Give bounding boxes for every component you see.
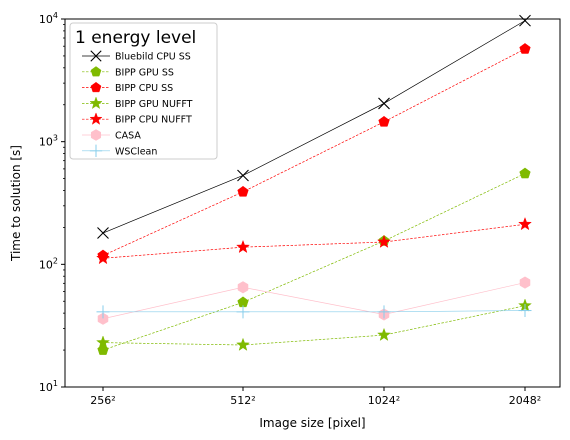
legend-entry: BIPP GPU NUFFT — [82, 96, 193, 110]
data-point — [236, 239, 250, 254]
legend-marker — [89, 96, 103, 110]
data-point — [377, 234, 391, 248]
y-tick-label: 103 — [39, 134, 58, 149]
legend-entry: Bluebild CPU SS — [82, 50, 191, 63]
legend-marker — [89, 144, 103, 157]
data-point — [236, 305, 250, 319]
x-tick-label: 512² — [230, 394, 255, 407]
plot-frame — [64, 18, 561, 388]
data-point — [519, 276, 531, 289]
series-line — [102, 282, 526, 320]
legend-marker — [90, 81, 102, 93]
series-bipp-cpu-nufft — [96, 216, 532, 265]
series-bipp-cpu-ss — [97, 43, 531, 261]
axes: 256² 512² 1024² 2048² 101 102 103 104 Image size… — [9, 11, 561, 430]
legend-entry: BIPP GPU SS — [82, 66, 174, 78]
data-point — [237, 281, 249, 294]
legend-label: BIPP CPU NUFFT — [115, 115, 192, 126]
series-bipp-gpu-ss — [97, 167, 531, 355]
x-tick-label: 1024² — [368, 394, 400, 407]
y-tick-label: 104 — [39, 11, 58, 26]
legend-entry: CASA — [82, 129, 141, 142]
data-point — [96, 305, 110, 319]
data-point — [97, 344, 109, 355]
legend-title: 1 energy level — [75, 28, 196, 48]
data-point — [519, 43, 531, 54]
data-point — [97, 312, 109, 325]
series-line — [103, 310, 526, 313]
data-point — [237, 169, 249, 182]
data-point — [378, 97, 390, 110]
series-bipp-gpu-nufft — [96, 298, 532, 351]
series-bluebild-cpu-ss — [97, 14, 531, 239]
y-tick-label: 102 — [39, 256, 58, 271]
series-line — [102, 48, 526, 256]
legend-label: Bluebild CPU SS — [115, 52, 191, 63]
legend-label: CASA — [115, 131, 141, 142]
legend-label: BIPP GPU SS — [115, 67, 174, 78]
data-point — [377, 327, 391, 342]
legend-marker — [90, 66, 102, 77]
data-point — [519, 167, 531, 179]
series-line — [102, 223, 526, 259]
legend-entry: BIPP CPU NUFFT — [82, 112, 192, 126]
legend-entry: BIPP CPU SS — [82, 81, 173, 94]
series-casa — [97, 276, 531, 325]
y-axis-label: Time to solution [s] — [9, 145, 23, 262]
legend-label: BIPP GPU NUFFT — [115, 99, 193, 110]
data-point — [96, 335, 110, 349]
data-point — [518, 216, 532, 231]
legend-marker — [90, 50, 102, 62]
series-wsclean — [96, 304, 532, 319]
series-line — [102, 20, 526, 234]
y-tick-label: 101 — [39, 379, 58, 394]
legend: 1 energy level Bluebild CPU SS BIPP GPU SS… — [69, 22, 218, 160]
legend-marker — [90, 129, 102, 141]
x-axis-label: Image size [pixel] — [259, 416, 365, 430]
data-point — [518, 304, 532, 318]
x-tick-label: 2048² — [509, 394, 541, 407]
series-line — [102, 305, 526, 346]
data-point — [377, 305, 391, 319]
series-layer — [96, 14, 532, 355]
legend-marker — [89, 112, 103, 125]
legend-label: WSClean — [115, 146, 157, 157]
data-point — [519, 14, 531, 27]
x-tick-label: 256² — [90, 394, 115, 407]
data-point — [97, 227, 109, 239]
legend-label: BIPP CPU SS — [115, 83, 173, 94]
series-line — [102, 173, 526, 351]
data-point — [378, 115, 390, 127]
data-point — [236, 337, 250, 351]
data-point — [96, 250, 110, 265]
legend-box — [69, 22, 218, 160]
legend-entry: WSClean — [82, 144, 157, 157]
data-point — [237, 185, 249, 197]
